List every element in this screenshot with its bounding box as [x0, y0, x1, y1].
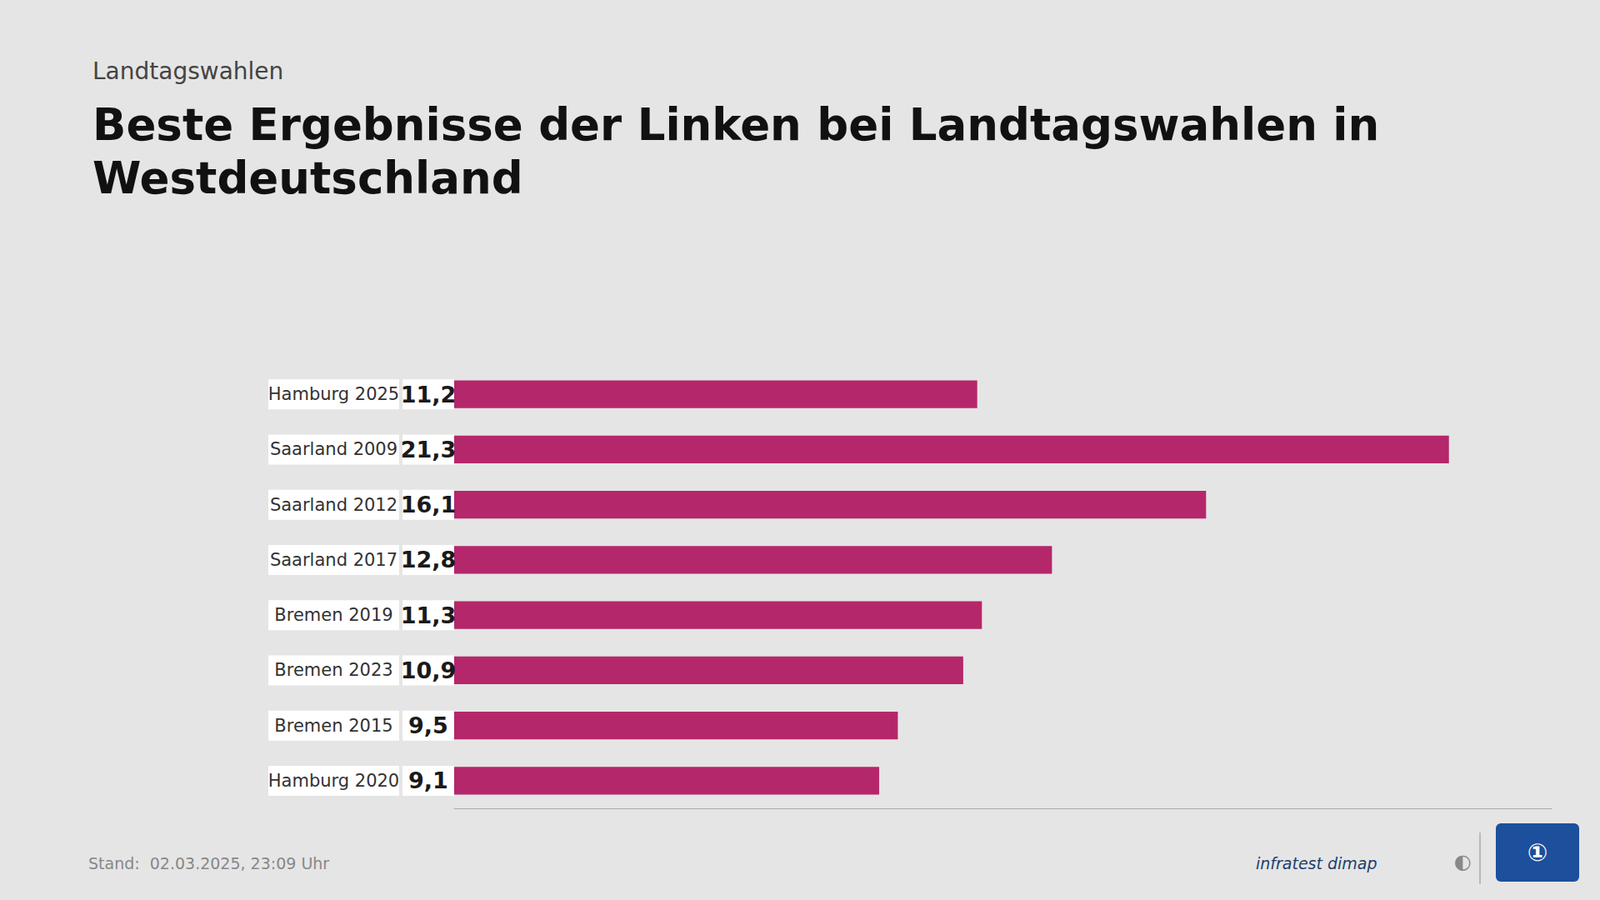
svg-text:11,2: 11,2	[400, 381, 457, 408]
svg-text:Stand: 02.03.2025, 23:09 Uhr: Stand: 02.03.2025, 23:09 Uhr	[88, 854, 330, 873]
svg-text:21,3: 21,3	[400, 436, 457, 463]
svg-text:Hamburg 2025: Hamburg 2025	[268, 384, 400, 405]
svg-text:Beste Ergebnisse der Linken be: Beste Ergebnisse der Linken bei Landtags…	[92, 99, 1380, 150]
svg-text:16,1: 16,1	[400, 491, 457, 518]
svg-text:Saarland 2009: Saarland 2009	[270, 439, 398, 460]
svg-text:Bremen 2023: Bremen 2023	[274, 660, 393, 680]
svg-text:Saarland 2017: Saarland 2017	[270, 550, 398, 570]
svg-text:Hamburg 2020: Hamburg 2020	[268, 770, 400, 791]
svg-text:Landtagswahlen: Landtagswahlen	[92, 57, 284, 85]
svg-text:Bremen 2015: Bremen 2015	[274, 715, 393, 736]
svg-text:11,3: 11,3	[400, 602, 457, 629]
svg-text:Bremen 2019: Bremen 2019	[274, 605, 393, 625]
svg-text:infratest dimap: infratest dimap	[1255, 854, 1378, 873]
svg-text:Westdeutschland: Westdeutschland	[92, 152, 524, 204]
svg-text:①: ①	[1527, 838, 1549, 867]
svg-text:10,9: 10,9	[400, 657, 457, 684]
svg-text:Saarland 2012: Saarland 2012	[270, 495, 398, 515]
svg-text:◐: ◐	[1454, 850, 1472, 874]
svg-text:9,5: 9,5	[408, 712, 449, 739]
svg-text:9,1: 9,1	[408, 767, 449, 794]
svg-text:12,8: 12,8	[400, 546, 457, 573]
